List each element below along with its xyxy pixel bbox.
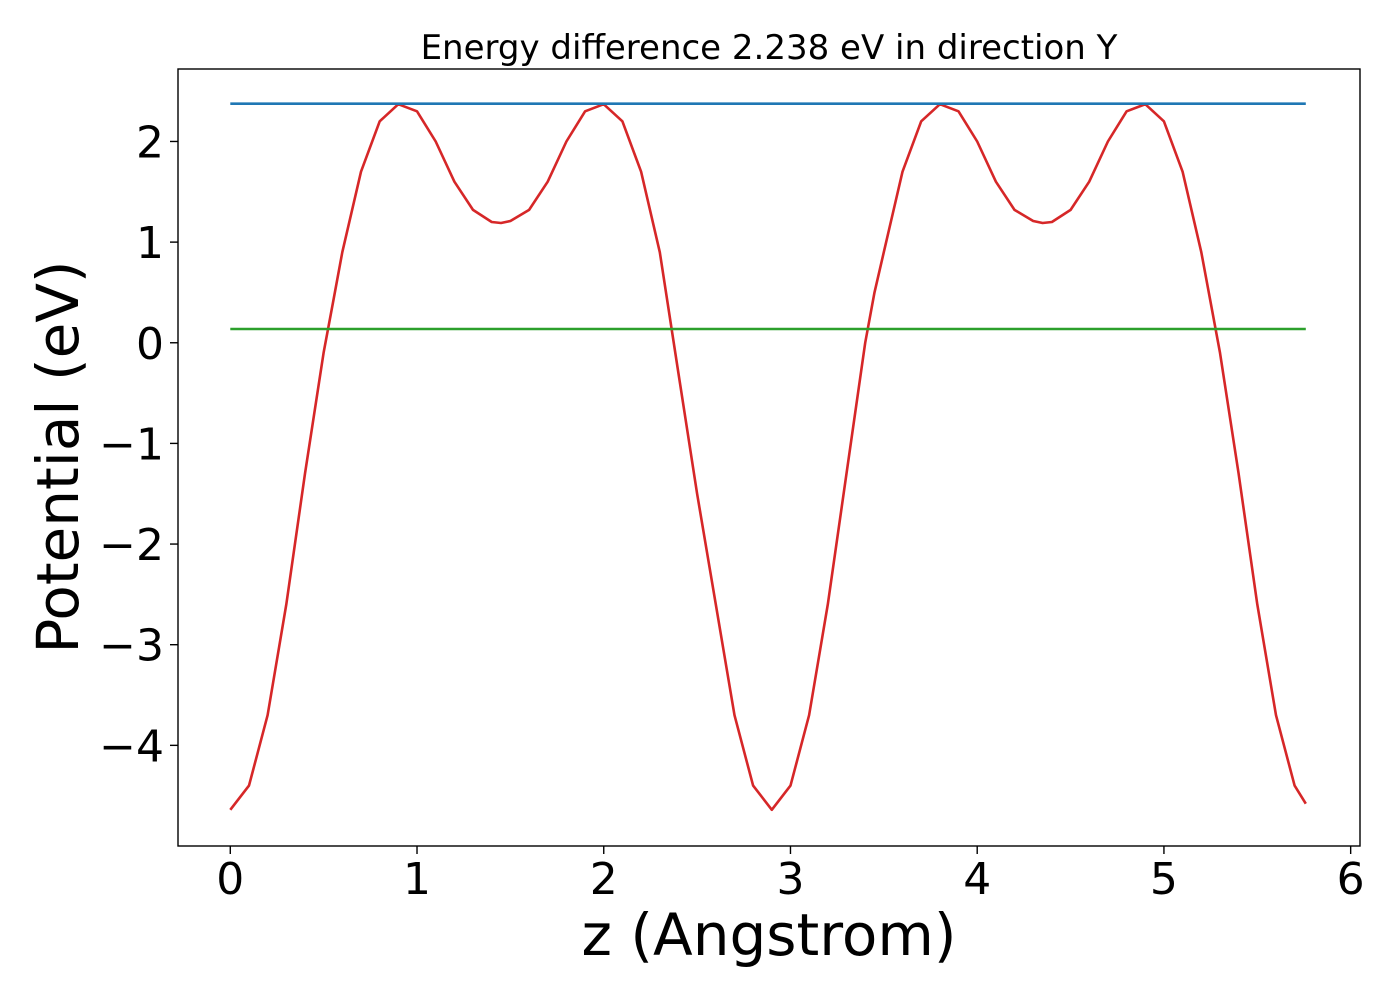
chart-title: Energy difference 2.238 eV in direction … xyxy=(421,28,1118,68)
x-tick-label: 1 xyxy=(403,854,431,905)
y-tick-label: −4 xyxy=(99,721,164,772)
x-tick-label: 5 xyxy=(1150,854,1178,905)
y-tick-label: −2 xyxy=(99,520,164,571)
series-group xyxy=(229,102,1307,812)
x-axis-label: z (Angstrom) xyxy=(582,901,957,969)
x-tick-label: 2 xyxy=(590,854,618,905)
x-tick-label: 6 xyxy=(1337,854,1365,905)
y-tick-label: −1 xyxy=(99,419,164,470)
y-tick-label: −3 xyxy=(99,621,164,672)
x-tick-label: 4 xyxy=(963,854,991,905)
x-tick-label: 3 xyxy=(776,854,804,905)
x-axis-ticks: 0 1 2 3 4 5 6 xyxy=(216,846,1365,905)
y-tick-label: 2 xyxy=(136,117,164,168)
x-tick-label: 0 xyxy=(216,854,244,905)
y-axis-ticks: −4 −3 −2 −1 0 1 2 xyxy=(99,117,178,772)
y-axis-label: Potential (eV) xyxy=(24,260,92,653)
plot-frame xyxy=(177,68,1361,847)
series-line-0 xyxy=(229,102,1307,812)
y-tick-label: 1 xyxy=(136,218,164,269)
y-tick-label: 0 xyxy=(136,319,164,370)
